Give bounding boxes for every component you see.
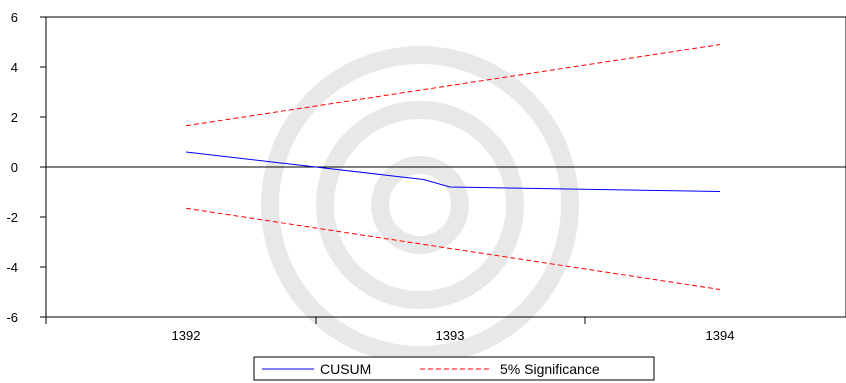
- y-tick-label: -6: [6, 310, 18, 325]
- x-axis: 1392 1393 1394: [45, 317, 735, 343]
- legend: CUSUM 5% Significance: [253, 356, 655, 381]
- y-tick-label: 4: [11, 60, 18, 75]
- y-tick-label: -4: [6, 260, 18, 275]
- watermark-emblem: [261, 46, 579, 364]
- x-tick-label: 1394: [706, 328, 735, 343]
- y-tick-label: 2: [11, 110, 18, 125]
- series-line-significance-band-2: [185, 207, 721, 290]
- y-tick-label: 6: [11, 10, 18, 25]
- series-layer: [185, 44, 721, 290]
- x-tick-label: 1392: [172, 328, 201, 343]
- series-line-significance-band-1: [185, 44, 721, 127]
- series-line-cusum: [185, 151, 721, 192]
- legend-label-significance: 5% Significance: [500, 361, 600, 377]
- y-axis: 6 4 2 0 -2 -4 -6: [6, 10, 46, 325]
- legend-label-cusum: CUSUM: [320, 361, 371, 377]
- x-tick-label: 1393: [436, 328, 465, 343]
- y-tick-label: 0: [11, 160, 18, 175]
- y-tick-label: -2: [6, 210, 18, 225]
